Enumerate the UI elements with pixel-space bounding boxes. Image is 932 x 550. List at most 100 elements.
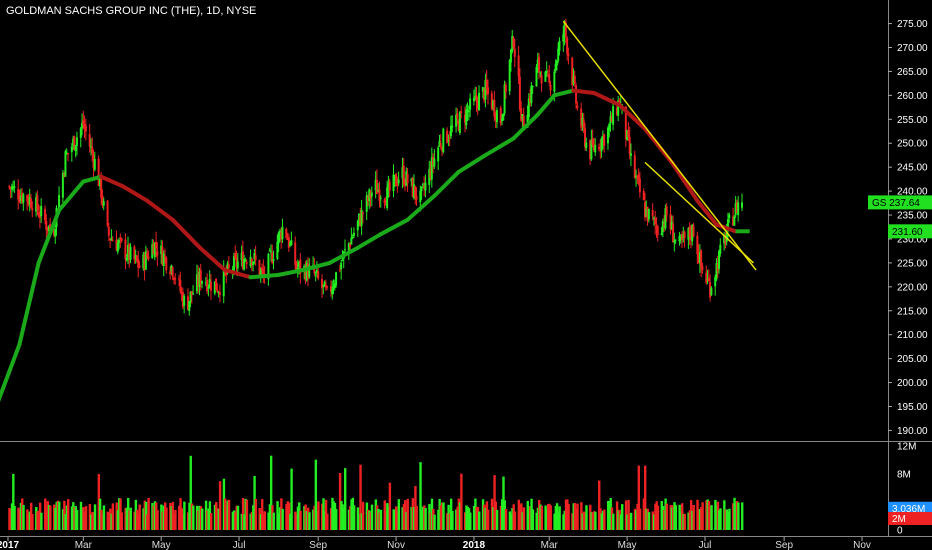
candle-body [558,40,561,51]
volume-bar [217,508,221,530]
candle-body [460,111,463,114]
volume-bar [603,509,606,530]
ma-segment [714,222,738,234]
volume-bar [27,513,30,530]
volume-bar [162,505,166,530]
volume-bar [169,502,172,530]
candle-body [527,98,530,118]
candle-body [58,195,61,209]
candle-body [225,271,228,276]
candle-body [102,201,105,206]
candle-body [401,167,404,179]
candle-body [663,223,666,226]
volume-bar [458,502,462,530]
volume-bar [144,501,148,530]
candle-body [271,253,274,263]
candle-body [361,212,364,214]
candle-body [463,114,466,123]
volume-bar [472,505,476,530]
candle-body [360,209,363,226]
volume-last-tag-bg [888,512,932,525]
candle-body [726,219,729,231]
volume-bar [98,498,102,530]
volume-bar [216,508,219,530]
volume-bar [278,507,282,530]
candle-body [503,84,506,114]
candle-body [423,185,426,189]
volume-bar [691,510,694,530]
volume-tick-label: 0 [897,526,903,537]
candle-body [178,278,181,280]
candle-body [692,225,695,237]
candle-body [192,293,195,295]
candle-body [707,277,710,281]
volume-bar [501,499,504,530]
volume-bar [412,506,416,530]
candle-body [642,190,645,201]
volume-bar [296,506,300,530]
candle-body [12,185,15,190]
volume-bar [734,502,738,530]
candle-body [38,214,41,219]
candle-body [9,187,12,190]
candle-body [610,116,613,122]
volume-bar [218,481,222,530]
ma-segment [300,260,332,273]
candle-body [268,250,271,252]
volume-bar [305,511,309,530]
candle-body [638,178,641,193]
ma-value-tag-text: 231.60 [892,227,923,238]
volume-bar [147,497,150,530]
volume-bar [289,513,292,530]
candle-body [526,115,529,128]
volume-bar [700,507,703,530]
volume-bar [619,514,623,530]
candle-body [252,261,255,265]
candle-body [155,241,158,249]
candle-body [700,250,703,268]
candle-body [156,251,159,256]
ma-segment [99,174,125,189]
candle-body [512,37,515,48]
volume-bar [134,499,138,530]
candle-body [314,272,317,274]
volume-bar [101,514,104,530]
candle-body [135,255,138,262]
volume-bar [529,506,532,530]
ma-segment [327,246,359,265]
candle-body [656,226,659,236]
candle-body [272,259,275,261]
volume-bar [484,507,487,530]
volume-bar [716,501,720,530]
candle-body [107,227,110,236]
volume-bar [606,500,610,530]
volume-bar [306,507,310,530]
volume-bar [386,503,389,530]
volume-bar [530,498,533,530]
volume-bar [384,510,388,530]
candle-body [296,267,299,270]
candle-body [235,256,238,268]
volume-bar [396,511,399,530]
volume-bar [581,513,584,530]
volume-bar [531,509,535,530]
candle-body [289,242,292,246]
candle-body [40,206,43,217]
volume-bar [263,511,266,530]
volume-bar [401,507,404,530]
ma-segment [695,198,719,227]
volume-bar [447,504,450,530]
candle-body [709,281,712,298]
moving-average-line [0,88,738,403]
volume-bar [554,505,558,530]
volume-bar [341,504,344,530]
volume-bar [63,500,66,530]
ma-segment [511,112,540,141]
candle-body [234,253,237,258]
candle-body [590,140,593,160]
volume-bar [331,497,334,530]
candle-body [165,257,168,271]
candle-body [313,266,316,274]
candle-body [171,267,174,277]
